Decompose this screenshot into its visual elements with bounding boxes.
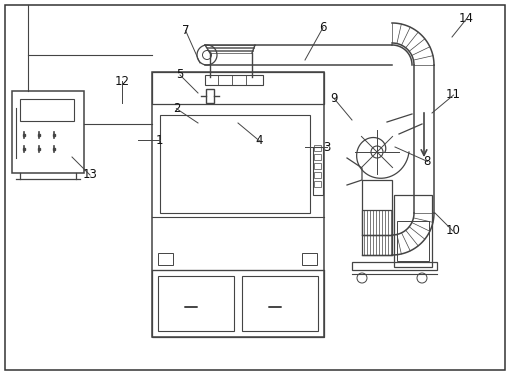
Bar [152, 72, 324, 337]
Bar [302, 253, 317, 265]
Text: 9: 9 [330, 92, 338, 105]
Text: 14: 14 [459, 12, 474, 26]
Bar [394, 195, 432, 267]
Text: 7: 7 [182, 24, 190, 37]
Bar [158, 253, 173, 265]
Text: 2: 2 [173, 102, 180, 115]
Bar [20, 99, 74, 121]
Text: 8: 8 [424, 155, 431, 168]
Bar [158, 276, 234, 331]
Text: 1: 1 [156, 134, 164, 147]
Bar [206, 89, 214, 103]
Text: 12: 12 [114, 75, 129, 88]
Bar [314, 154, 321, 160]
Bar [362, 180, 392, 235]
Bar [205, 75, 263, 85]
Bar [152, 72, 324, 104]
Bar [12, 91, 84, 173]
Bar [352, 262, 437, 270]
Bar [152, 270, 324, 337]
Text: 4: 4 [256, 135, 263, 147]
Text: 3: 3 [323, 141, 330, 153]
Text: 6: 6 [319, 21, 327, 34]
Bar [242, 276, 318, 331]
Text: 13: 13 [83, 168, 98, 182]
Bar [160, 115, 310, 213]
Bar [313, 147, 323, 195]
Bar [314, 145, 321, 151]
Bar [314, 163, 321, 169]
Bar [314, 181, 321, 187]
Text: 5: 5 [176, 69, 183, 81]
Text: 11: 11 [446, 88, 461, 102]
Bar [362, 210, 392, 255]
Bar [314, 172, 321, 178]
Text: 10: 10 [446, 225, 460, 237]
Bar [397, 221, 429, 261]
